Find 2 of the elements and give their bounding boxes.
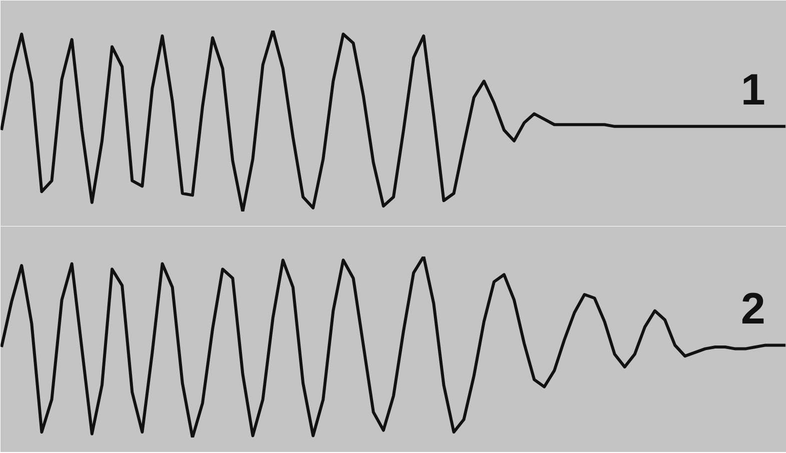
series-label: 1 (740, 66, 766, 115)
series-label: 2 (740, 284, 766, 334)
